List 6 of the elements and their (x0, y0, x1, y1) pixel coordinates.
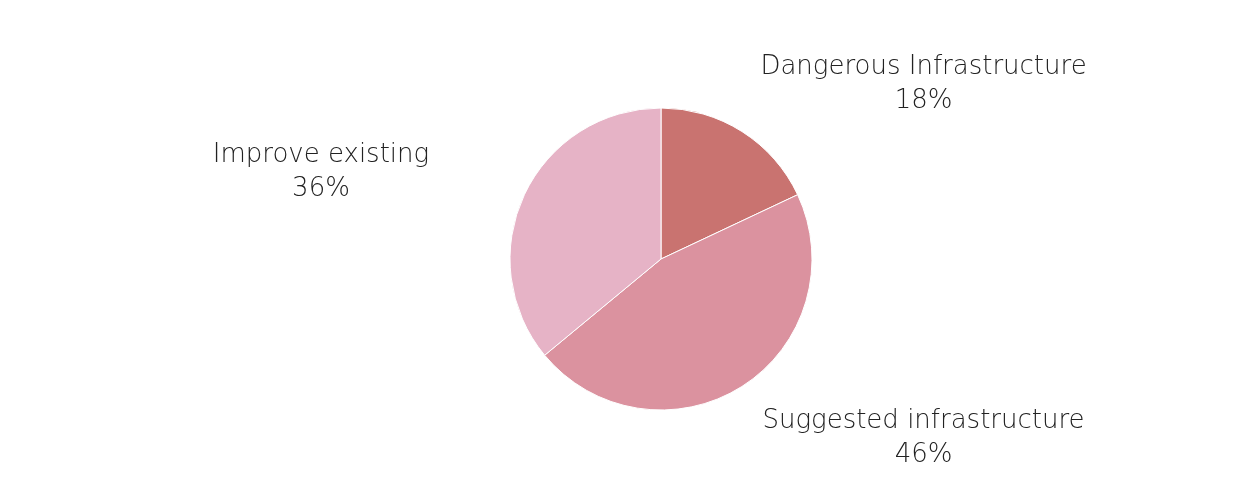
slice-label: Suggested infrastructure (762, 404, 1085, 435)
slice-label: Dangerous Infrastructure (760, 49, 1087, 80)
data-label: 18% (894, 83, 953, 114)
data-label: 46% (894, 438, 953, 469)
slice-label: Improve existing (212, 137, 430, 168)
data-label: 36% (292, 171, 350, 202)
